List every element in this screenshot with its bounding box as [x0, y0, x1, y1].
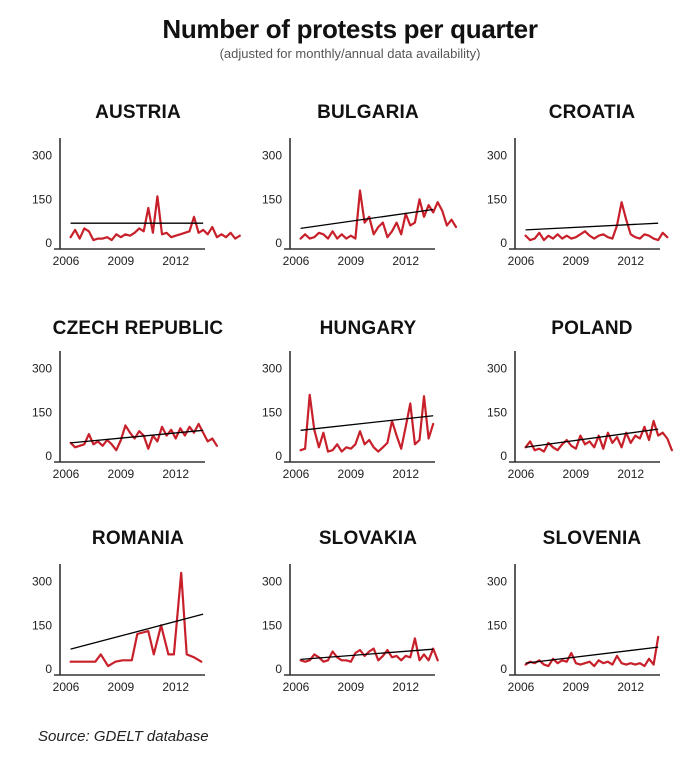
y-tick-label-romania: 300 [32, 575, 52, 589]
panel-poland: 0 150 300 2006 2009 2012 [487, 351, 674, 481]
x-tick-label-hungary: 2012 [392, 467, 419, 481]
x-tick-label-hungary: 2009 [338, 467, 365, 481]
chart-title: Number of protests per quarter [162, 14, 538, 44]
x-tick-label-croatia: 2012 [617, 254, 644, 268]
y-tick-label-poland: 150 [487, 405, 507, 419]
x-tick-label-bulgaria: 2009 [338, 254, 365, 268]
x-tick-label-austria: 2009 [108, 254, 135, 268]
panel-title-slovenia: SLOVENIA [542, 528, 642, 549]
y-tick-label-austria: 150 [32, 192, 52, 206]
x-tick-label-croatia: 2009 [563, 254, 590, 268]
x-tick-label-poland: 2012 [617, 467, 644, 481]
series-line-romania [69, 571, 203, 668]
source-note: Source: GDELT database [38, 728, 209, 745]
x-tick-label-czech-republic: 2012 [162, 467, 189, 481]
x-tick-label-croatia: 2006 [508, 254, 535, 268]
y-tick-label-slovakia: 150 [262, 618, 282, 632]
x-tick-label-slovenia: 2006 [508, 680, 535, 694]
series-line-czech-republic [69, 422, 218, 452]
series-line-bulgaria [299, 189, 458, 240]
x-tick-label-czech-republic: 2009 [108, 467, 135, 481]
x-tick-label-slovakia: 2009 [338, 680, 365, 694]
series-line-croatia [524, 201, 669, 242]
trend-line-slovakia [300, 648, 434, 661]
y-tick-label-bulgaria: 150 [262, 192, 282, 206]
x-tick-label-slovenia: 2009 [563, 680, 590, 694]
panel-bulgaria: 0 150 300 2006 2009 2012 [262, 138, 458, 268]
trend-line-croatia [525, 222, 659, 231]
y-tick-label-croatia: 300 [487, 149, 507, 163]
y-tick-label-romania: 0 [45, 662, 52, 676]
x-tick-label-bulgaria: 2006 [283, 254, 310, 268]
x-tick-label-hungary: 2006 [283, 467, 310, 481]
x-tick-label-austria: 2012 [162, 254, 189, 268]
y-tick-label-austria: 0 [45, 236, 52, 250]
chart-subtitle: (adjusted for monthly/annual data availa… [219, 46, 481, 61]
x-tick-label-austria: 2006 [53, 254, 80, 268]
panel-title-czech-republic: CZECH REPUBLIC [52, 318, 224, 339]
y-tick-label-czech-republic: 150 [32, 405, 52, 419]
x-tick-label-romania: 2009 [108, 680, 135, 694]
trend-line-czech-republic [70, 429, 204, 444]
y-tick-label-slovenia: 0 [500, 662, 507, 676]
y-tick-label-hungary: 0 [275, 449, 282, 463]
x-tick-label-slovakia: 2012 [392, 680, 419, 694]
y-tick-label-croatia: 150 [487, 192, 507, 206]
trend-line-hungary [300, 415, 434, 431]
x-tick-label-slovenia: 2012 [617, 680, 644, 694]
trend-line-poland [525, 428, 659, 448]
y-tick-label-czech-republic: 0 [45, 449, 52, 463]
panel-title-poland: POLAND [551, 318, 633, 339]
x-tick-label-czech-republic: 2006 [53, 467, 80, 481]
panel-title-bulgaria: BULGARIA [317, 102, 419, 123]
x-tick-label-romania: 2006 [53, 680, 80, 694]
panel-slovenia: 0 150 300 2006 2009 2012 [487, 564, 660, 694]
x-tick-label-poland: 2006 [508, 467, 535, 481]
series-line-poland [524, 419, 674, 453]
panel-title-croatia: CROATIA [548, 102, 636, 123]
series-line-slovakia [299, 637, 439, 663]
series-line-austria [69, 195, 241, 242]
y-tick-label-slovakia: 300 [262, 575, 282, 589]
y-tick-label-czech-republic: 300 [32, 362, 52, 376]
y-tick-label-poland: 300 [487, 362, 507, 376]
x-tick-label-poland: 2009 [563, 467, 590, 481]
panel-hungary: 0 150 300 2006 2009 2012 [262, 351, 435, 481]
panel-croatia: 0 150 300 2006 2009 2012 [487, 138, 669, 268]
y-tick-label-slovenia: 150 [487, 618, 507, 632]
y-tick-label-slovenia: 300 [487, 575, 507, 589]
panel-slovakia: 0 150 300 2006 2009 2012 [262, 564, 439, 694]
x-tick-label-slovakia: 2006 [283, 680, 310, 694]
panel-title-austria: AUSTRIA [95, 102, 181, 123]
y-tick-label-poland: 0 [500, 449, 507, 463]
panel-czech-republic: 0 150 300 2006 2009 2012 [32, 351, 218, 481]
x-tick-label-bulgaria: 2012 [392, 254, 419, 268]
trend-line-slovenia [525, 646, 659, 664]
panel-title-romania: ROMANIA [91, 528, 185, 549]
y-tick-label-austria: 300 [32, 149, 52, 163]
trend-line-bulgaria [300, 208, 434, 230]
y-tick-label-hungary: 150 [262, 405, 282, 419]
y-tick-label-croatia: 0 [500, 236, 507, 250]
y-tick-label-bulgaria: 0 [275, 236, 282, 250]
trend-line-romania [70, 613, 204, 650]
series-line-slovenia [524, 635, 660, 668]
panel-austria: 0 150 300 2006 2009 2012 [32, 138, 241, 268]
y-tick-label-bulgaria: 300 [262, 149, 282, 163]
y-tick-label-hungary: 300 [262, 362, 282, 376]
x-tick-label-romania: 2012 [162, 680, 189, 694]
y-tick-label-romania: 150 [32, 618, 52, 632]
series-line-hungary [299, 393, 435, 453]
panel-romania: 0 150 300 2006 2009 2012 [32, 564, 205, 694]
y-tick-label-slovakia: 0 [275, 662, 282, 676]
panel-title-hungary: HUNGARY [319, 318, 417, 339]
panel-title-slovakia: SLOVAKIA [318, 528, 418, 549]
